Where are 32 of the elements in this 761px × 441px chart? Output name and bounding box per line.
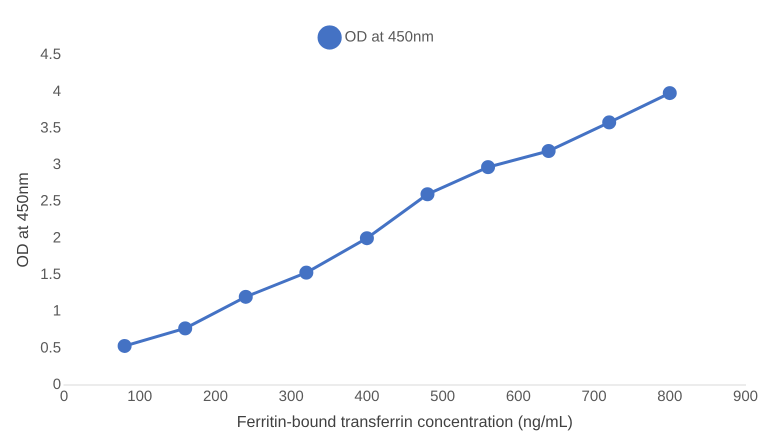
x-tick-label: 400 xyxy=(354,388,380,405)
y-tick-label: 0 xyxy=(52,376,62,393)
y-tick-label: 2.5 xyxy=(40,192,62,210)
y-tick-label: 4 xyxy=(52,82,62,100)
y-tick-label: 1 xyxy=(52,302,62,320)
point xyxy=(238,290,253,304)
point xyxy=(420,187,434,202)
x-tick-label: 500 xyxy=(430,388,456,405)
point xyxy=(542,144,556,158)
y-tick-label: 3 xyxy=(52,156,62,174)
point xyxy=(602,115,616,130)
legend-label: OD at 450nm xyxy=(344,28,434,46)
x-tick-label: 900 xyxy=(732,388,758,405)
y-axis-title: OD at 450nm xyxy=(15,172,32,268)
x-tick-label: 100 xyxy=(127,388,152,405)
x-tick-label: 800 xyxy=(657,388,682,405)
y-tick-label: 1.5 xyxy=(40,266,62,284)
y-tick-label: 0.5 xyxy=(40,339,62,356)
y-tick-label: 2 xyxy=(52,229,62,246)
point xyxy=(118,338,132,353)
point xyxy=(299,266,314,280)
point xyxy=(481,160,496,174)
y-tick-label: 3.5 xyxy=(40,119,62,136)
point xyxy=(662,86,677,100)
x-tick-label: 700 xyxy=(582,388,607,405)
x-tick-label: 300 xyxy=(278,388,304,405)
x-tick-label: 600 xyxy=(506,388,531,405)
x-axis-title: Ferritin-bound transferrin concentration (ng/mL) xyxy=(236,414,573,431)
point xyxy=(178,321,192,336)
x-tick-label: 200 xyxy=(202,388,228,405)
y-tick-label: 4.5 xyxy=(40,46,62,64)
point xyxy=(360,231,374,246)
